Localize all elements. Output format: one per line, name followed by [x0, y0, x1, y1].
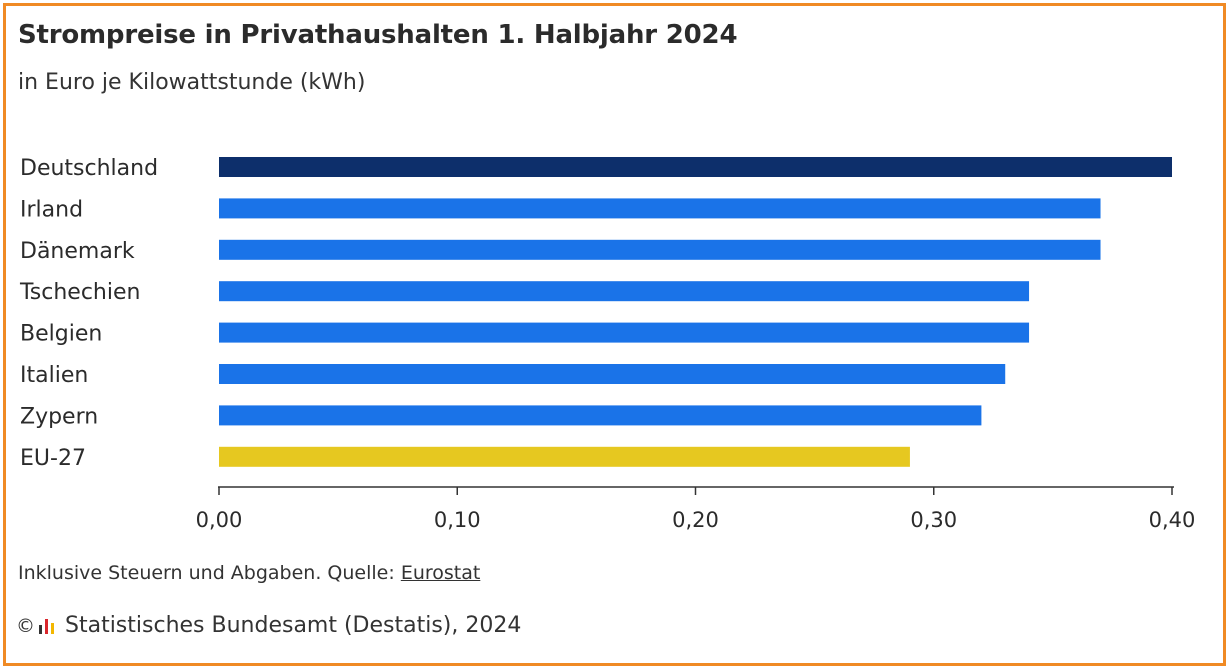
- copyright-symbol: ©: [16, 614, 35, 637]
- bar: [219, 281, 1030, 302]
- category-label: Zypern: [20, 404, 98, 429]
- bar: [219, 198, 1101, 219]
- category-label: Belgien: [20, 322, 102, 347]
- source-note: Inklusive Steuern und Abgaben. Quelle: E…: [18, 562, 480, 584]
- copyright-text: Statistisches Bundesamt (Destatis), 2024: [65, 613, 522, 638]
- x-tick-label: 0,10: [434, 508, 481, 532]
- x-tick-label: 0,30: [910, 508, 957, 532]
- bar: [219, 405, 982, 426]
- x-tick-label: 0,40: [1149, 508, 1196, 532]
- bar: [219, 322, 1030, 343]
- copyright: © Statistisches Bundesamt (Destatis), 20…: [16, 613, 521, 638]
- category-label: Deutschland: [20, 156, 158, 181]
- destatis-logo-icon: [39, 618, 57, 634]
- eurostat-link[interactable]: Eurostat: [400, 562, 481, 584]
- bar: [219, 446, 910, 467]
- bar: [219, 239, 1101, 260]
- category-label: Tschechien: [19, 280, 140, 305]
- bar: [219, 157, 1172, 177]
- chart-title: Strompreise in Privathaushalten 1. Halbj…: [18, 20, 738, 50]
- category-label: EU-27: [20, 446, 86, 471]
- category-label: Italien: [20, 363, 88, 388]
- chart-subtitle: in Euro je Kilowattstunde (kWh): [18, 70, 366, 95]
- bar-chart: Deutschland Irland Dänemark Tschechien Belgi…: [19, 156, 1196, 532]
- x-tick-label: 0,20: [672, 508, 719, 532]
- source-note-text: Inklusive Steuern und Abgaben. Quelle:: [18, 562, 401, 584]
- x-tick-label: 0,00: [196, 508, 243, 532]
- bar: [219, 364, 1006, 384]
- category-label: Dänemark: [20, 239, 135, 264]
- category-label: Irland: [20, 197, 83, 222]
